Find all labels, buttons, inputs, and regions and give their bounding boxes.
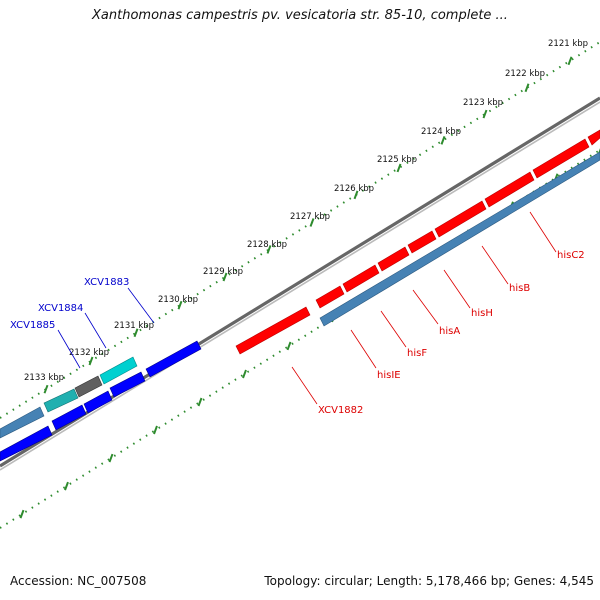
gene-xcv1882[interactable] <box>235 306 311 355</box>
kbp-label: 2133 kbp <box>24 373 64 383</box>
kbp-label: 2122 kbp <box>505 69 545 79</box>
gene-blue-1[interactable] <box>145 340 202 378</box>
map-title: Xanthomonas campestris pv. vesicatoria s… <box>92 8 508 23</box>
inner-major-tick <box>153 425 158 435</box>
gene-cyan-2[interactable] <box>43 388 79 413</box>
kbp-label: 2121 kbp <box>548 39 588 49</box>
gene-hisa-forward[interactable] <box>377 246 410 272</box>
kbp-label: 2127 kbp <box>290 212 330 222</box>
kbp-label: 2130 kbp <box>158 295 198 305</box>
inner-major-tick <box>64 481 69 491</box>
gene-steelblue-left[interactable] <box>0 406 45 439</box>
gene-hisc2-forward[interactable] <box>484 171 535 208</box>
accession-text: Accession: NC_007508 <box>10 574 147 588</box>
inner-major-tick <box>19 509 25 519</box>
outer-major-tick <box>440 136 446 145</box>
red-gene-labels: hisC2 hisB hisH hisA hisF hisIE XCV1882 <box>291 211 585 416</box>
gene-blue-4[interactable] <box>51 404 87 431</box>
genome-summary-text: Topology: circular; Length: 5,178,466 bp… <box>264 574 594 588</box>
gene-red-6[interactable] <box>532 138 590 179</box>
forward-genes-red <box>235 129 600 355</box>
inner-major-ticks <box>19 148 600 519</box>
gene-blue-3[interactable] <box>83 390 113 414</box>
gene-red-7[interactable] <box>587 129 600 146</box>
kbp-labels: 2121 kbp 2122 kbp 2123 kbp 2124 kbp 2125 kbp… <box>24 39 588 383</box>
outer-major-tick <box>133 328 139 338</box>
label-xcv1884[interactable]: XCV1884 <box>38 303 83 314</box>
kbp-label: 2125 kbp <box>377 155 417 165</box>
outer-major-tick <box>43 384 49 394</box>
gene-blue-2[interactable] <box>109 371 146 398</box>
kbp-label: 2132 kbp <box>69 348 109 358</box>
gene-hisf-forward[interactable] <box>342 264 380 293</box>
label-hisa[interactable]: hisA <box>439 326 460 337</box>
label-xcv1885[interactable]: XCV1885 <box>10 320 55 331</box>
inner-major-tick <box>108 453 114 463</box>
blue-gene-labels: XCV1883 XCV1884 XCV1885 <box>10 277 155 369</box>
label-xcv1882[interactable]: XCV1882 <box>318 405 363 416</box>
gene-gray-1[interactable] <box>74 375 103 398</box>
inner-major-tick <box>286 341 292 351</box>
gene-cyan-1[interactable] <box>99 356 138 385</box>
gene-blue-5[interactable] <box>0 425 53 462</box>
inner-major-tick <box>197 397 203 407</box>
outer-major-tick <box>177 300 183 310</box>
gene-hish-forward[interactable] <box>407 230 437 254</box>
outer-major-tick <box>266 245 272 254</box>
outer-major-tick <box>567 56 573 66</box>
outer-major-tick <box>396 163 402 173</box>
outer-major-ticks <box>43 56 573 394</box>
outer-major-tick <box>482 109 488 119</box>
label-hisf[interactable]: hisF <box>407 348 427 359</box>
kbp-label: 2126 kbp <box>334 184 374 194</box>
label-hisb[interactable]: hisB <box>509 283 530 294</box>
kbp-label: 2128 kbp <box>247 240 287 250</box>
kbp-label: 2124 kbp <box>421 127 461 137</box>
reverse-genes-steelblue <box>319 151 600 327</box>
outer-major-tick <box>88 356 94 366</box>
kbp-label: 2131 kbp <box>114 321 154 331</box>
kbp-label: 2123 kbp <box>463 98 503 108</box>
label-xcv1883[interactable]: XCV1883 <box>84 277 129 288</box>
left-genes <box>0 340 202 462</box>
label-hisc2[interactable]: hisC2 <box>557 250 585 261</box>
gene-hisb-forward[interactable] <box>434 200 487 238</box>
inner-major-tick <box>242 369 247 379</box>
label-hish[interactable]: hisH <box>471 308 493 319</box>
gene-steelblue-long[interactable] <box>319 151 600 327</box>
kbp-label: 2129 kbp <box>203 267 243 277</box>
outer-major-tick <box>309 218 315 227</box>
label-hisie[interactable]: hisIE <box>377 370 401 381</box>
outer-major-tick <box>222 272 228 282</box>
outer-major-tick <box>524 83 530 93</box>
outer-major-tick <box>353 190 359 200</box>
gene-hisie-forward[interactable] <box>315 285 345 309</box>
